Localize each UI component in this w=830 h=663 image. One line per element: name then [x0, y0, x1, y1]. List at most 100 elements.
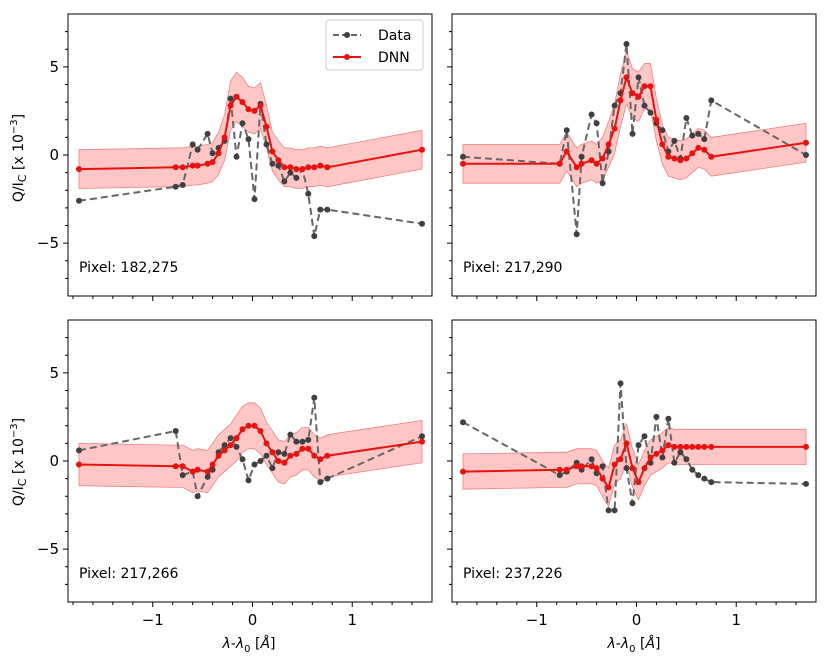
dnn-point [605, 484, 612, 491]
data-point [665, 415, 672, 422]
xlabel-right: λ-λ0 [Å] [607, 635, 661, 655]
dnn-point [635, 93, 642, 100]
data-point [251, 461, 258, 468]
data-point [623, 41, 630, 47]
data-point [605, 507, 612, 514]
dnn-point [305, 445, 312, 452]
data-point [689, 466, 696, 473]
dnn-point [251, 107, 258, 114]
data-point [293, 438, 300, 445]
data-point [701, 475, 708, 482]
y-tick-label: −5 [37, 540, 59, 558]
dnn-uncertainty-band [462, 422, 807, 508]
data-point [239, 456, 246, 463]
data-point [689, 132, 696, 139]
dnn-point [317, 162, 324, 169]
data-point [227, 435, 234, 442]
dnn-point [629, 465, 636, 472]
data-point [221, 442, 228, 449]
dnn-point [204, 468, 211, 475]
dnn-uncertainty-band [78, 402, 423, 494]
dnn-point [677, 157, 684, 164]
dnn-point [578, 463, 585, 470]
panel-4: −1 0 1 Pixel: 237,226 [447, 319, 817, 629]
dnn-point [263, 123, 270, 130]
data-point [194, 146, 201, 153]
pixel-label: Pixel: 182,275 [79, 260, 178, 276]
dnn-point [641, 83, 648, 90]
data-point [172, 428, 179, 434]
data-point [194, 493, 201, 500]
data-point [287, 431, 294, 438]
legend-data-marker [344, 32, 350, 38]
dnn-point [221, 447, 228, 454]
data-point [245, 136, 252, 143]
data-point [257, 458, 264, 464]
data-point [204, 473, 211, 480]
ylabel-bottom: Q/IC [x 10−3] [9, 418, 29, 506]
dnn-point [245, 106, 252, 113]
dnn-point [293, 450, 300, 457]
dnn-point [311, 452, 318, 459]
data-point [305, 190, 312, 197]
dnn-point [257, 428, 264, 434]
dnn-point [227, 102, 234, 109]
dnn-point [76, 166, 82, 173]
legend: Data DNN [325, 19, 424, 71]
data-point [599, 180, 606, 187]
dnn-point [299, 445, 306, 452]
dnn-point [573, 463, 580, 470]
panel-3: −1 0 1 −5 0 5 Pixel: 217,266 [37, 319, 433, 629]
pixel-label: Pixel: 217,266 [79, 566, 179, 582]
data-point [701, 136, 708, 143]
data-point [311, 233, 318, 240]
dnn-point [257, 102, 264, 109]
dnn-point [695, 443, 702, 450]
data-point [76, 197, 82, 204]
x-tick-label: −1 [526, 611, 548, 629]
data-point [76, 447, 82, 454]
dnn-point [623, 74, 630, 81]
data-point [635, 74, 642, 81]
data-point [460, 419, 466, 426]
data-point [324, 475, 331, 482]
dnn-point [311, 164, 318, 171]
dnn-point [665, 153, 672, 160]
dnn-point [221, 134, 228, 141]
plot-area-2 [460, 41, 809, 238]
data-point [671, 137, 678, 144]
dnn-point [617, 456, 624, 463]
data-point [269, 465, 276, 472]
data-point [189, 141, 196, 148]
dnn-point [563, 466, 570, 473]
data-point [599, 463, 606, 470]
dnn-point [227, 442, 234, 449]
dnn-point [233, 435, 240, 442]
dnn-point [588, 157, 595, 164]
dnn-point [275, 157, 282, 164]
dnn-point [578, 160, 585, 167]
dnn-point [179, 164, 186, 171]
dnn-point [194, 466, 201, 473]
dnn-point [563, 148, 570, 155]
dnn-point [215, 150, 222, 157]
dnn-point [76, 461, 82, 468]
dnn-point [172, 463, 179, 470]
dnn-point [617, 97, 624, 104]
dnn-point [708, 153, 715, 160]
dnn-point [324, 452, 331, 459]
dnn-point [281, 459, 288, 466]
y-tick-label: 0 [49, 452, 59, 470]
dnn-point [671, 155, 678, 162]
plot-area-4 [460, 380, 809, 514]
dnn-point [556, 160, 563, 167]
dnn-point [659, 447, 666, 454]
data-point [317, 206, 324, 213]
dnn-point [689, 150, 696, 157]
dnn-point [573, 164, 580, 171]
data-point [803, 480, 809, 487]
dnn-point [683, 155, 690, 162]
x-tick-label: 1 [347, 611, 357, 629]
data-point [233, 153, 240, 160]
